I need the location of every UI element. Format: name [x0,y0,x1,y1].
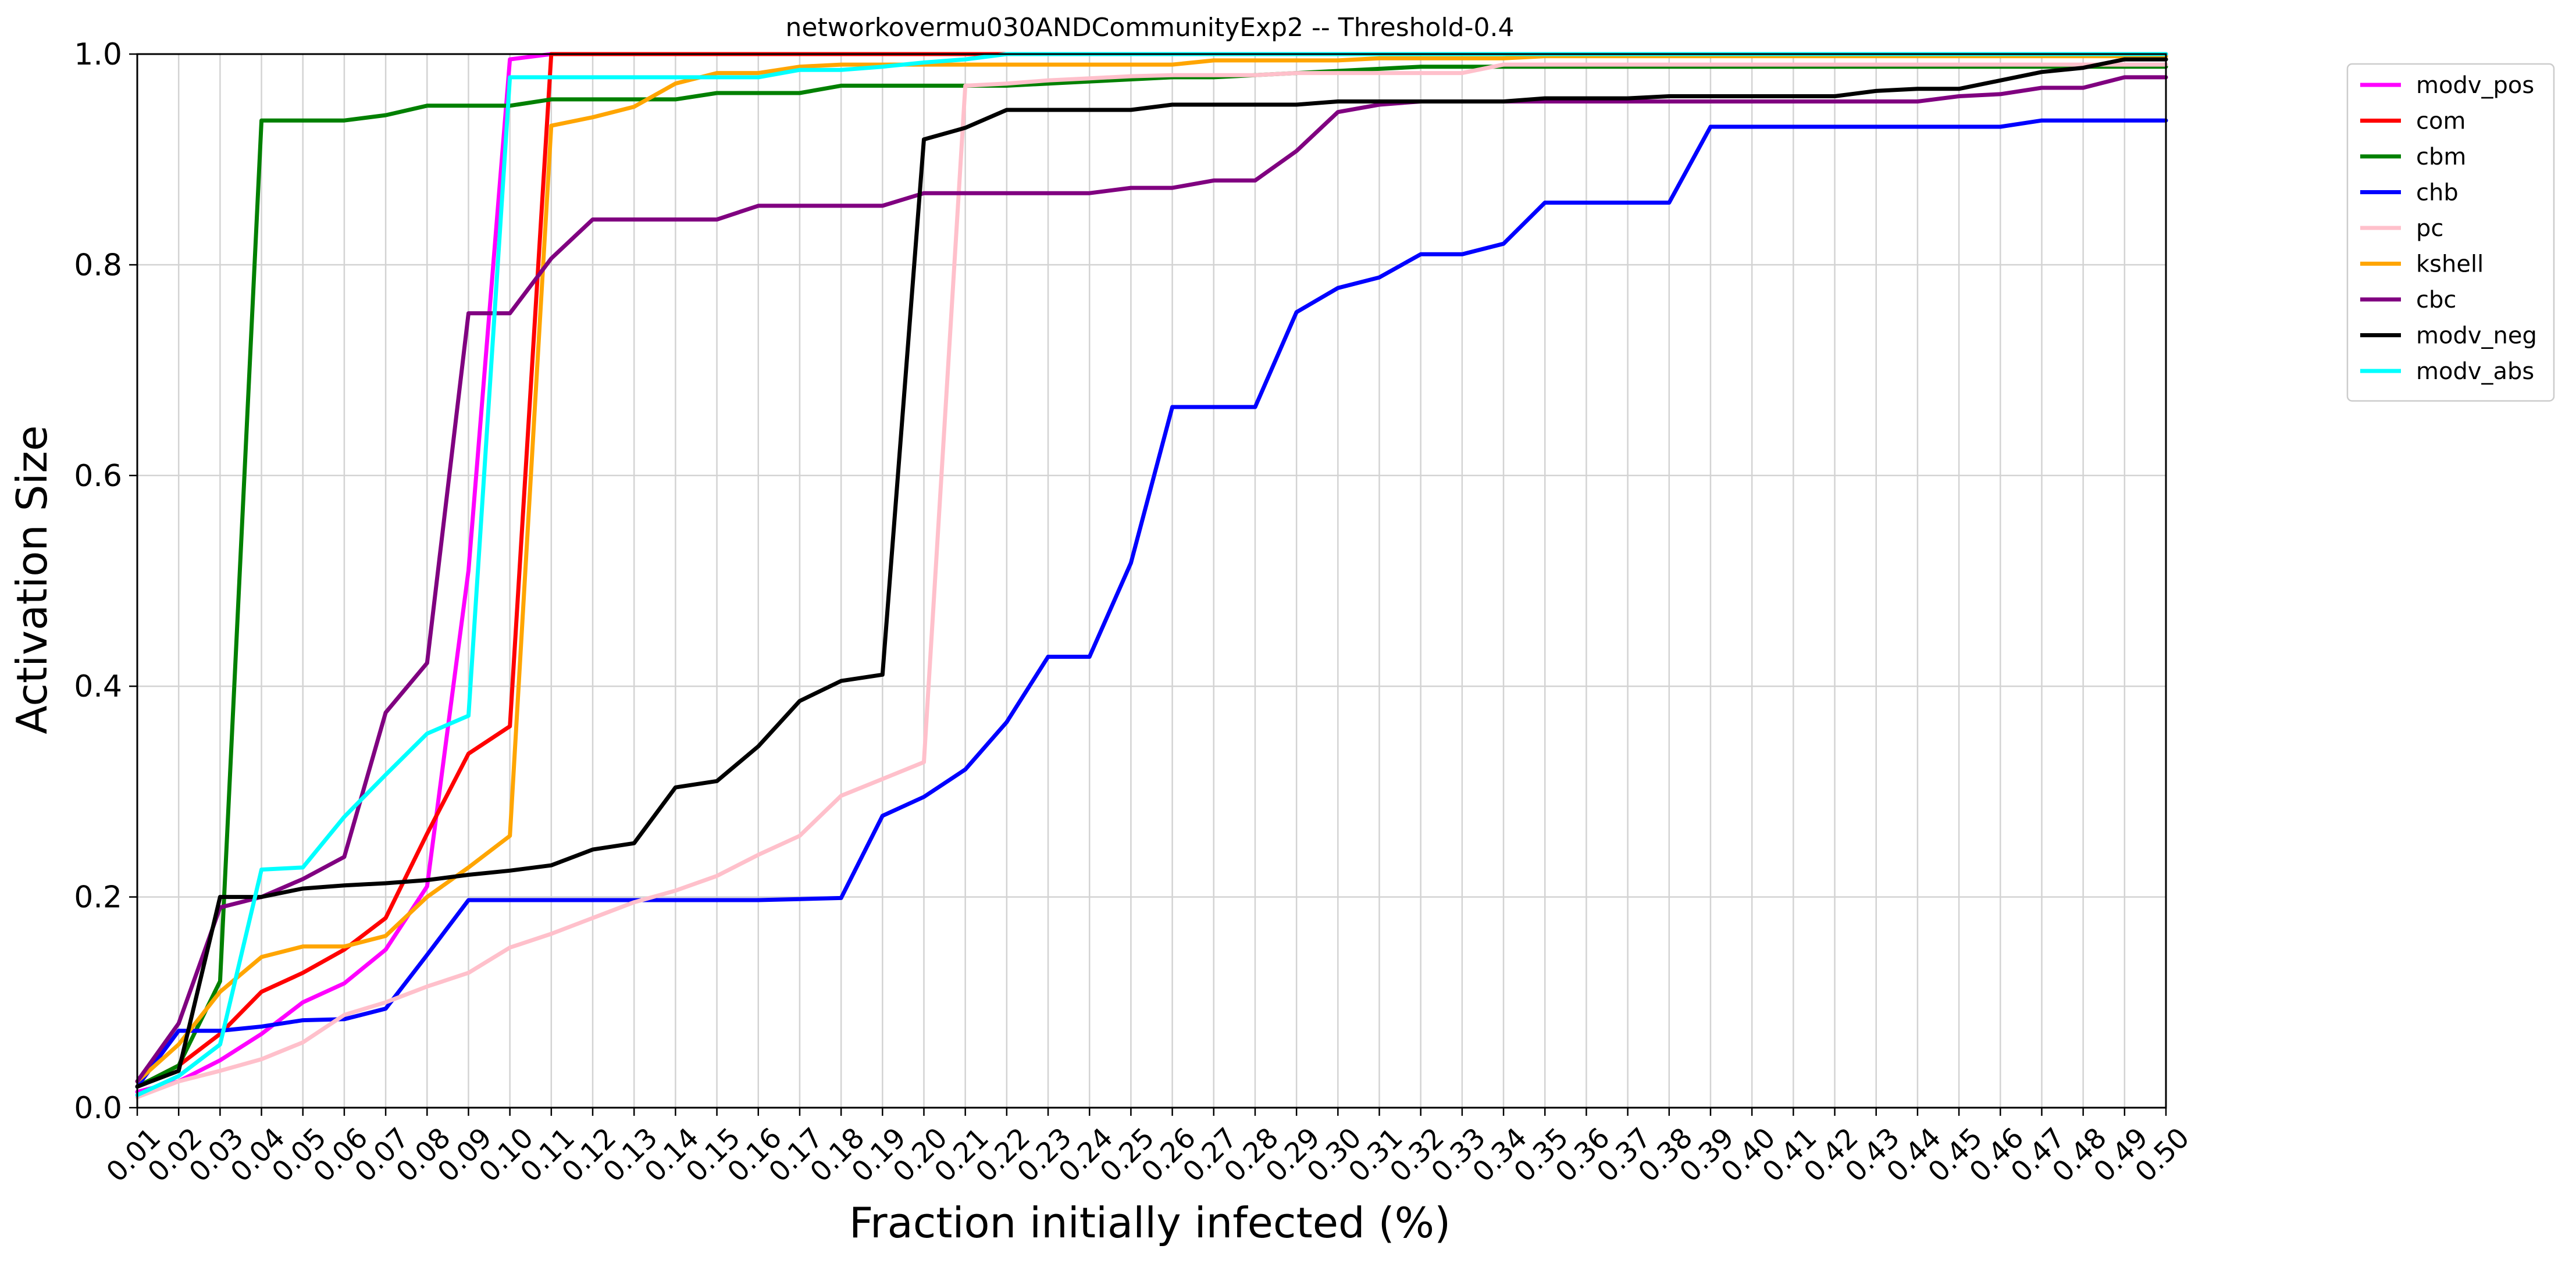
legend-label-kshell: kshell [2416,251,2484,278]
legend-label-pc: pc [2416,215,2443,242]
plot-frame [136,53,2167,1109]
y-tick-label: 0.0 [74,1091,122,1126]
legend-label-cbc: cbc [2416,287,2456,313]
y-tick-label: 0.8 [74,248,122,283]
legend-label-com: com [2416,108,2465,135]
series-line-pc [135,62,2168,1100]
legend-label-modv_abs: modv_abs [2416,358,2534,385]
legend-label-modv_pos: modv_pos [2416,72,2534,99]
y-tick-label: 0.2 [74,880,122,915]
y-tick-label: 0.6 [74,459,122,494]
y-tick-label: 0.4 [74,669,122,704]
series-line-chb [135,118,2168,1089]
y-tick-label: 1.0 [74,37,122,72]
series-line-modv_neg [135,57,2168,1089]
legend-box [2346,63,2555,402]
series-line-cbm [135,65,2168,1089]
legend-label-cbm: cbm [2416,144,2466,170]
y-axis-ticks: 0.0 0.2 0.4 0.6 0.8 1.0 [74,37,137,1126]
chart-title: networkovermu030ANDCommunityExp2 -- Thre… [786,13,1515,42]
y-axis-label: Activation Size [8,425,56,734]
series-line-cbc [135,75,2168,1084]
legend-label-modv_neg: modv_neg [2416,323,2537,349]
x-axis-label: Fraction initially infected (%) [849,1198,1451,1247]
legend-label-chb: chb [2416,180,2459,206]
series-line-kshell [135,54,2168,1084]
